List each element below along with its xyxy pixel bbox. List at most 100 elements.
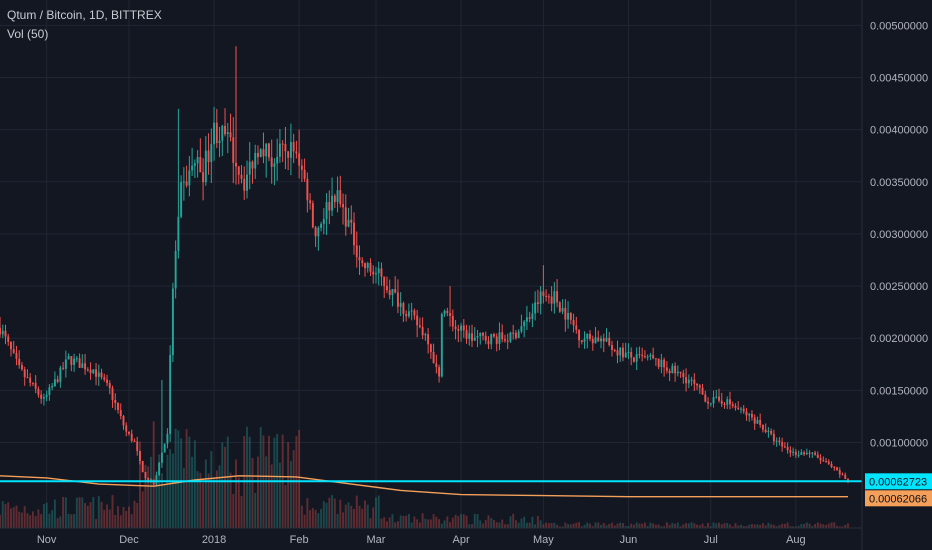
candle-body <box>53 379 56 387</box>
volume-bar <box>139 441 141 528</box>
candle-body <box>471 333 473 341</box>
candle-body <box>226 132 229 135</box>
volume-bar <box>685 523 688 528</box>
last-price-label: 0.00062723 <box>869 476 927 488</box>
candle-body <box>479 332 482 337</box>
volume-bar <box>586 522 589 528</box>
volume-bar <box>320 509 323 528</box>
volume-bar <box>556 524 559 528</box>
candle-body <box>726 399 729 405</box>
volume-bar <box>317 513 320 528</box>
y-tick-label: 0.00500000 <box>870 20 928 32</box>
candle-body <box>638 354 641 356</box>
candle-body <box>432 352 435 364</box>
candle-body <box>350 219 353 223</box>
candle-body <box>78 358 81 368</box>
candle-body <box>792 451 795 453</box>
candle-body <box>611 345 613 350</box>
volume-bar <box>23 506 26 528</box>
candle-body <box>147 478 150 481</box>
volume-bar <box>624 525 627 528</box>
volume-bars <box>0 421 849 528</box>
candle-body <box>375 273 377 275</box>
candle-body <box>416 315 419 326</box>
candle-body <box>232 137 235 163</box>
volume-bar <box>723 523 726 528</box>
volume-bar <box>424 518 427 528</box>
y-tick-label: 0.00100000 <box>870 437 928 449</box>
volume-bar <box>119 515 122 528</box>
volume-bar <box>92 497 95 528</box>
price-axis[interactable]: 0.00500000 0.00450000 0.00400000 0.00350000… <box>861 0 928 550</box>
candle-body <box>303 169 306 179</box>
candle-body <box>819 457 822 461</box>
volume-bar <box>114 515 117 528</box>
volume-bar <box>454 514 457 528</box>
candle-body <box>364 263 366 269</box>
volume-bar <box>257 456 259 528</box>
candle-body <box>292 142 295 152</box>
candle-body <box>619 347 622 356</box>
candle-body <box>385 285 388 291</box>
volume-bar <box>347 502 350 528</box>
volume-bar <box>229 472 232 528</box>
candle-body <box>322 219 325 224</box>
volume-bar <box>202 482 205 528</box>
candle-body <box>106 379 108 384</box>
candle-body <box>624 352 627 358</box>
volume-moving-average-line <box>0 475 848 498</box>
volume-bar <box>432 514 435 528</box>
candle-body <box>1 330 4 335</box>
volume-bar <box>147 466 150 528</box>
candle-body <box>528 317 531 319</box>
volume-bar <box>40 514 43 528</box>
volume-bar <box>676 522 679 528</box>
candle-body <box>259 149 262 158</box>
volume-bar <box>465 515 468 528</box>
candle-body <box>745 411 748 416</box>
volume-bar <box>174 428 177 528</box>
candle-body <box>284 144 287 152</box>
volume-indicator-label[interactable]: Vol (50) <box>7 27 49 41</box>
volume-bar <box>149 456 152 528</box>
candle-body <box>635 354 638 362</box>
candle-body <box>685 377 688 384</box>
candle-body <box>794 451 797 455</box>
candle-body <box>564 307 567 320</box>
candle-body <box>273 163 276 167</box>
candle-body <box>701 387 704 395</box>
time-axis[interactable]: Nov Dec 2018 Feb Mar Apr May Jun Jul Aug <box>0 527 862 546</box>
volume-bar <box>191 456 194 528</box>
volume-bar <box>31 511 34 528</box>
volume-bar <box>718 522 720 528</box>
volume-bar <box>289 461 292 528</box>
candle-body <box>418 325 421 328</box>
symbol-title[interactable]: Qtum / Bitcoin, 1D, BITTREX <box>7 8 162 22</box>
volume-bar <box>218 465 221 528</box>
candle-body <box>665 367 668 371</box>
volume-bar <box>729 524 731 528</box>
candle-body <box>756 419 759 424</box>
volume-bar <box>213 479 216 528</box>
candle-body <box>536 302 539 305</box>
volume-bar <box>501 519 504 528</box>
candle-body <box>196 157 199 164</box>
volume-bar <box>207 473 210 528</box>
candle-body <box>361 260 364 264</box>
candle-body <box>427 334 430 345</box>
volume-bar <box>649 522 652 528</box>
volume-bar <box>611 522 613 528</box>
candle-body <box>495 336 498 344</box>
volume-bar <box>506 524 509 528</box>
volume-bar <box>221 442 224 528</box>
volume-bar <box>841 526 844 528</box>
candle-body <box>174 250 177 289</box>
candle-body <box>682 373 685 378</box>
volume-bar <box>278 462 281 528</box>
volume-bar <box>20 512 23 528</box>
candle-body <box>18 358 21 366</box>
candle-body <box>822 460 825 462</box>
volume-bar <box>361 508 364 528</box>
candle-body <box>224 125 226 135</box>
